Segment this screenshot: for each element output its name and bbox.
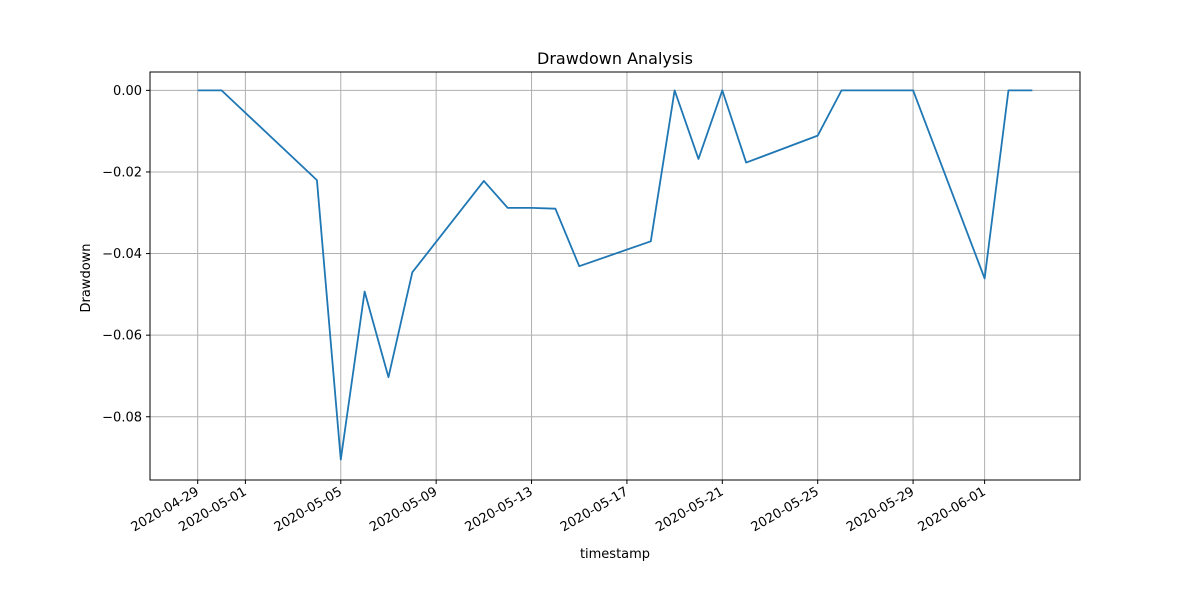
x-axis-label: timestamp	[580, 547, 650, 562]
drawdown-series-line	[197, 89, 1033, 461]
y-tick-label: −0.06	[102, 329, 142, 344]
y-tick-label: 0.00	[113, 84, 142, 99]
y-tick-label: −0.08	[102, 410, 142, 425]
y-tick-label: −0.02	[102, 165, 142, 180]
chart-title: Drawdown Analysis	[537, 49, 693, 68]
y-axis-label: Drawdown	[79, 243, 94, 312]
line-layer	[197, 89, 1033, 461]
y-tick-label: −0.04	[102, 247, 142, 262]
plot-area-frame	[149, 71, 1081, 481]
y-axis-ticks: 0.00 −0.02 −0.04 −0.06 −0.08	[102, 84, 150, 425]
